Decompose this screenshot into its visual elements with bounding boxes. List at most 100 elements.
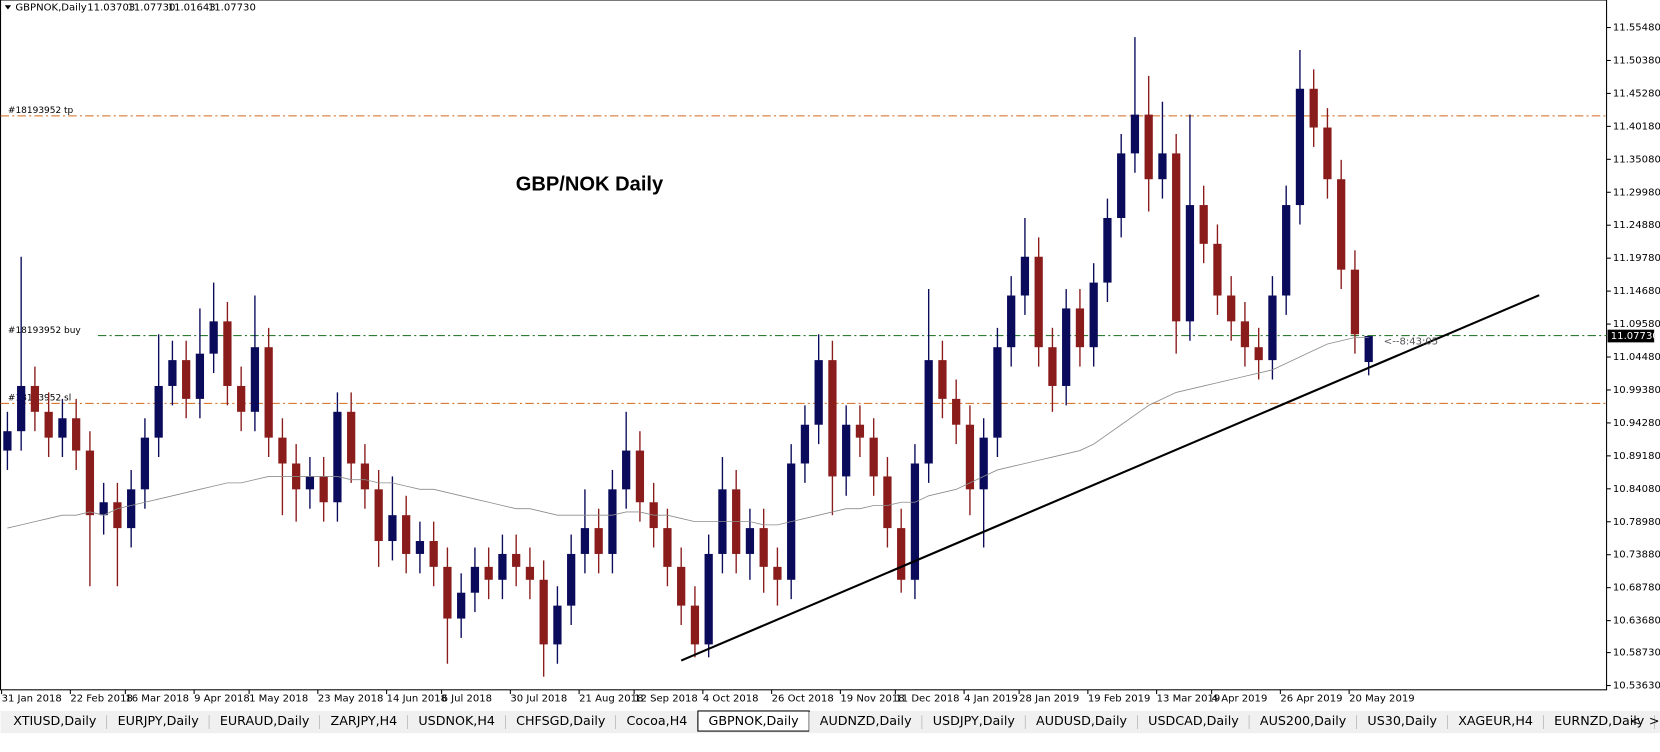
candle-body bbox=[99, 502, 108, 516]
menu-arrow[interactable] bbox=[4, 5, 12, 10]
candle-body bbox=[608, 489, 617, 554]
y-tick-label: 10.84080 bbox=[1613, 484, 1660, 495]
x-tick-label: 22 Feb 2018 bbox=[70, 693, 133, 704]
tab[interactable] bbox=[809, 712, 923, 733]
y-tick-label: 11.50380 bbox=[1613, 55, 1660, 66]
tab-label[interactable]: EURAUD,Daily bbox=[220, 713, 310, 728]
candle-body bbox=[333, 411, 342, 503]
candle-body bbox=[952, 398, 961, 425]
tab-label[interactable]: AUDNZD,Daily bbox=[820, 713, 912, 728]
tab[interactable] bbox=[1249, 712, 1357, 733]
tab[interactable] bbox=[1447, 712, 1544, 733]
y-tick-label: 10.63680 bbox=[1613, 616, 1660, 627]
tab[interactable] bbox=[107, 712, 210, 733]
x-tick-label: 6 Jul 2018 bbox=[442, 693, 492, 704]
candle-body bbox=[580, 528, 590, 554]
x-tick-label: 9 Apr 2018 bbox=[194, 693, 250, 704]
tab[interactable] bbox=[319, 712, 408, 733]
tab-label[interactable]: CHFSGD,Daily bbox=[516, 713, 606, 728]
tab-label[interactable]: USDNOK,H4 bbox=[418, 713, 495, 728]
candle-body bbox=[44, 411, 53, 438]
candle-body bbox=[993, 347, 1002, 438]
candle-body bbox=[814, 360, 823, 425]
tab-label[interactable]: XTIUSD,Daily bbox=[13, 713, 97, 728]
candle-body bbox=[1254, 347, 1263, 361]
candle-body bbox=[58, 418, 67, 438]
x-tick-label: 19 Nov 2018 bbox=[840, 693, 904, 704]
tab-label[interactable]: XAGEUR,H4 bbox=[1458, 713, 1533, 728]
tab[interactable] bbox=[615, 712, 698, 733]
candle-body bbox=[1034, 256, 1043, 348]
x-tick-label: 26 Oct 2018 bbox=[772, 693, 834, 704]
y-tick-label: 10.78980 bbox=[1613, 517, 1660, 528]
ohlc-value: 11.07730 bbox=[127, 2, 175, 13]
y-tick-label: 11.40180 bbox=[1613, 121, 1660, 132]
candle-body bbox=[773, 566, 782, 580]
x-tick-label: 16 Mar 2018 bbox=[125, 693, 189, 704]
tab[interactable] bbox=[209, 712, 320, 733]
y-tick-label: 11.29980 bbox=[1613, 187, 1660, 198]
tab[interactable] bbox=[1356, 712, 1448, 733]
candle-body bbox=[553, 605, 562, 645]
candle-body bbox=[883, 476, 892, 529]
current-price-box bbox=[1607, 329, 1655, 343]
x-tick-label: 28 Jan 2019 bbox=[1019, 693, 1079, 704]
candle-body bbox=[305, 476, 315, 490]
candle-body bbox=[1350, 269, 1360, 335]
tab-label[interactable]: EURJPY,Daily bbox=[118, 713, 200, 728]
candle-body bbox=[30, 385, 40, 412]
x-tick-label: 30 Jul 2018 bbox=[510, 693, 567, 704]
tab-scroll-left[interactable]: < bbox=[1630, 713, 1641, 728]
x-tick-label: 23 May 2018 bbox=[318, 693, 384, 704]
candle-body bbox=[1268, 295, 1277, 361]
candle-body bbox=[1062, 308, 1071, 386]
tab[interactable] bbox=[407, 712, 506, 733]
candle-body bbox=[85, 450, 95, 516]
candle-body bbox=[525, 566, 535, 580]
x-tick-label: 21 Aug 2018 bbox=[579, 693, 643, 704]
candle-body bbox=[1213, 243, 1222, 296]
tab-scroll-right[interactable]: > bbox=[1649, 713, 1660, 728]
candle-body bbox=[415, 541, 425, 554]
candle-body bbox=[869, 437, 878, 477]
ohlc-value: 11.07730 bbox=[208, 2, 256, 13]
tab[interactable] bbox=[1025, 712, 1138, 733]
tab[interactable] bbox=[922, 712, 1026, 733]
tab-label[interactable]: GBPNOK,Daily bbox=[708, 713, 799, 728]
symbol: GBPNOK,Daily bbox=[15, 2, 86, 13]
tab-label[interactable]: AUS200,Daily bbox=[1260, 713, 1347, 728]
y-tick-label: 11.19780 bbox=[1613, 253, 1660, 264]
candle-body bbox=[17, 385, 26, 432]
candle-body bbox=[1323, 127, 1332, 180]
candle-body bbox=[1309, 88, 1318, 128]
x-tick-label: 31 Jan 2018 bbox=[2, 693, 62, 704]
tab-label[interactable]: EURNZD,Daily bbox=[1554, 713, 1645, 728]
y-tick-label: 11.35080 bbox=[1613, 154, 1660, 165]
candle-body bbox=[319, 476, 328, 503]
tab-label[interactable]: ZARJPY,H4 bbox=[331, 713, 398, 728]
tab-label[interactable]: USDJPY,Daily bbox=[933, 713, 1016, 728]
candle-body bbox=[1158, 153, 1167, 180]
tab[interactable] bbox=[1654, 712, 1660, 733]
candle-body bbox=[622, 450, 631, 490]
candle-body bbox=[484, 566, 493, 580]
candle-body bbox=[1337, 179, 1346, 270]
tab[interactable] bbox=[1137, 712, 1250, 733]
tab-label[interactable]: US30,Daily bbox=[1367, 713, 1437, 728]
tab[interactable] bbox=[2, 712, 108, 733]
y-tick-label: 10.58730 bbox=[1613, 648, 1660, 659]
x-tick-label: 11 Dec 2018 bbox=[895, 693, 959, 704]
candle-body bbox=[800, 424, 810, 464]
tab-label[interactable]: Cocoa,H4 bbox=[627, 713, 688, 728]
y-tick-label: 11.14680 bbox=[1613, 286, 1660, 297]
y-tick-label: 11.45280 bbox=[1613, 88, 1660, 99]
tab[interactable] bbox=[505, 712, 616, 733]
tab-label[interactable]: AUDUSD,Daily bbox=[1036, 713, 1127, 728]
candle-body bbox=[1364, 336, 1373, 363]
candle-body bbox=[979, 437, 988, 490]
tab-label[interactable]: USDCAD,Daily bbox=[1148, 713, 1239, 728]
y-tick-label: 10.73880 bbox=[1613, 550, 1660, 561]
candle-body bbox=[759, 528, 768, 567]
tab[interactable] bbox=[1543, 712, 1655, 733]
